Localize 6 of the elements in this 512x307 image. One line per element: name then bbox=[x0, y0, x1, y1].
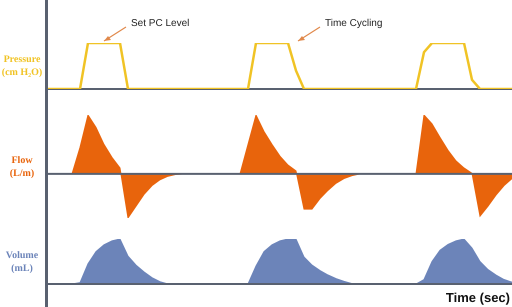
text: Time Cycling bbox=[325, 18, 382, 29]
y-axis-title: Volume (mL) bbox=[6, 248, 38, 274]
y-axis-title: Pressure (cm H₂O) bbox=[2, 53, 42, 79]
x-axis-title: Time (sec) bbox=[446, 290, 510, 305]
text: Set PC Level bbox=[131, 18, 190, 29]
y-axis-title: Flow (L/m) bbox=[10, 154, 34, 180]
